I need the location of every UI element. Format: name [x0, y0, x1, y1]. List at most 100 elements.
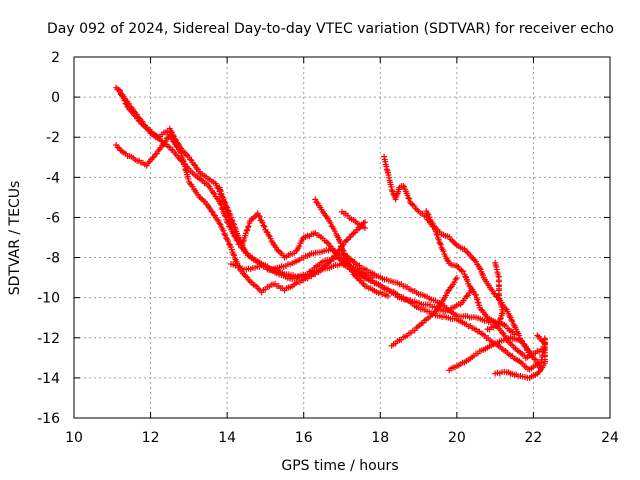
data-point — [437, 240, 444, 247]
data-point — [435, 303, 442, 310]
x-axis-label: GPS time / hours — [281, 458, 398, 474]
data-point — [361, 225, 368, 232]
x-tick-label: 14 — [218, 430, 236, 446]
data-point — [499, 329, 506, 336]
data-point — [122, 100, 129, 107]
data-point — [444, 257, 451, 264]
data-point — [437, 241, 444, 248]
data-point — [118, 92, 125, 99]
y-tick-label: -12 — [37, 331, 60, 347]
y-tick-label: -10 — [37, 291, 60, 307]
series-track-12 — [312, 196, 391, 300]
y-axis-label: SDTVAR / TECUs — [7, 181, 23, 296]
series-track-5 — [227, 254, 476, 315]
data-point — [489, 287, 496, 294]
data-point — [210, 211, 217, 218]
data-point — [406, 195, 413, 202]
y-axis-ticks: 2 0 -2 -4 -6 -8 -10 -12 -14 -16 — [37, 50, 610, 427]
x-tick-label: 10 — [65, 430, 83, 446]
data-point — [138, 120, 145, 127]
data-point — [384, 293, 391, 300]
data-point — [214, 216, 221, 223]
data-point — [509, 318, 516, 325]
data-point — [400, 182, 407, 189]
series-track-7 — [423, 208, 518, 338]
data-point — [243, 227, 250, 234]
x-tick-label: 12 — [142, 430, 160, 446]
data-point — [322, 212, 329, 219]
data-point — [434, 231, 441, 238]
series-track-13 — [339, 208, 368, 232]
data-point — [464, 278, 471, 285]
series-track-9 — [446, 334, 545, 374]
data-point — [229, 225, 236, 232]
y-tick-label: -6 — [46, 210, 60, 226]
data-point — [474, 299, 481, 306]
data-point — [516, 332, 523, 339]
series-track-10 — [484, 259, 506, 333]
data-point — [222, 232, 229, 239]
data-point — [476, 265, 483, 272]
data-point — [190, 161, 197, 168]
data-point — [534, 332, 541, 339]
data-point — [508, 316, 515, 323]
data-point — [265, 231, 272, 238]
data-point — [218, 205, 225, 212]
data-point — [121, 97, 128, 104]
data-point — [404, 192, 411, 199]
data-point — [193, 164, 200, 171]
data-point — [361, 219, 368, 226]
data-point — [445, 288, 452, 295]
data-point — [226, 241, 233, 248]
data-point — [331, 228, 338, 235]
x-tick-label: 22 — [525, 430, 543, 446]
data-point — [219, 194, 226, 201]
data-point — [440, 248, 447, 255]
data-point — [219, 193, 226, 200]
data-point — [166, 131, 173, 138]
y-tick-label: -8 — [46, 251, 60, 267]
data-point — [541, 335, 548, 342]
data-point — [173, 143, 180, 150]
chart-title: Day 092 of 2024, Sidereal Day-to-day VTE… — [47, 21, 614, 37]
data-point — [453, 275, 460, 282]
data-point — [462, 273, 469, 280]
data-point — [259, 219, 266, 226]
data-point — [230, 251, 237, 258]
data-point — [451, 279, 458, 286]
data-point — [218, 190, 225, 197]
x-tick-label: 20 — [448, 430, 466, 446]
data-point — [501, 332, 508, 339]
data-point — [131, 112, 138, 119]
data-point — [217, 188, 224, 195]
x-tick-label: 18 — [371, 430, 389, 446]
data-point — [484, 326, 491, 333]
data-point — [231, 252, 238, 259]
data-point — [430, 223, 437, 230]
data-point — [162, 138, 169, 145]
data-point — [296, 243, 303, 250]
y-tick-label: 2 — [51, 50, 60, 66]
data-point — [225, 238, 232, 245]
data-point — [497, 314, 504, 321]
data-point — [221, 230, 228, 237]
y-tick-label: 0 — [51, 90, 60, 106]
series-track-11 — [492, 335, 548, 381]
data-point — [470, 288, 477, 295]
data-point — [161, 139, 168, 146]
data-point — [535, 369, 542, 376]
data-points — [113, 84, 548, 381]
data-point — [245, 223, 252, 230]
data-point — [256, 213, 263, 220]
data-point — [473, 291, 479, 298]
data-point — [223, 235, 230, 242]
data-point — [432, 308, 439, 315]
y-tick-label: -2 — [46, 130, 60, 146]
data-point — [208, 208, 215, 215]
data-point — [230, 229, 237, 236]
data-point — [343, 256, 350, 263]
data-point — [452, 276, 459, 283]
data-point — [496, 318, 503, 325]
